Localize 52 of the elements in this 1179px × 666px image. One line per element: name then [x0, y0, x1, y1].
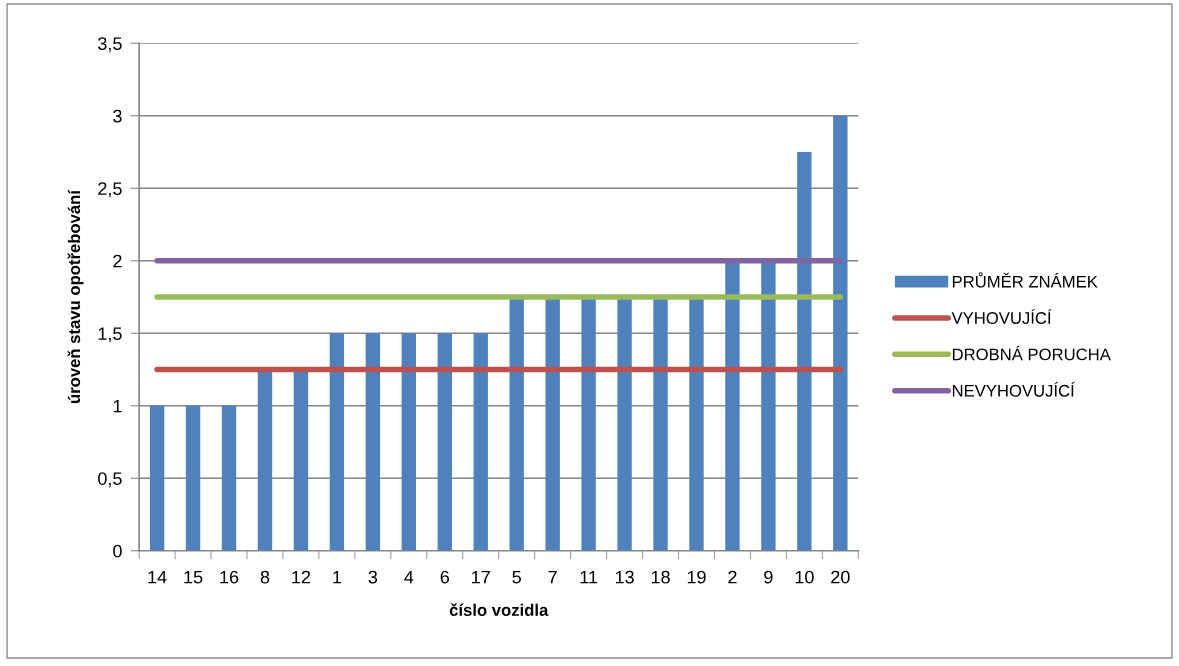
- bar: [401, 333, 417, 551]
- bar: [581, 297, 596, 551]
- bar: [797, 152, 812, 551]
- bar: [689, 297, 704, 551]
- x-tick-label: 2: [728, 570, 737, 584]
- x-tick-label: 3: [368, 570, 378, 584]
- bar: [473, 333, 488, 551]
- x-tick-label: 6: [440, 570, 450, 584]
- y-axis-title: úroveň stavu opotřebování: [67, 189, 84, 403]
- legend-label: PRŮMĚR ZNÁMEK: [952, 272, 1098, 288]
- x-tick-label: 5: [512, 570, 521, 584]
- legend-label: DROBNÁ PORUCHA: [952, 345, 1111, 361]
- x-tick-label: 19: [687, 570, 706, 584]
- x-tick-label: 7: [548, 570, 557, 584]
- x-tick-label: 20: [831, 570, 850, 584]
- y-tick-label: 0: [113, 544, 122, 558]
- y-tick-label: 1: [113, 399, 122, 413]
- bar: [833, 115, 848, 551]
- y-tick-label: 1,5: [98, 327, 122, 343]
- legend-label: VYHOVUJÍCÍ: [951, 309, 1052, 324]
- x-tick-label: 16: [220, 570, 239, 584]
- bar: [617, 297, 632, 551]
- x-tick-label: 14: [148, 570, 167, 584]
- x-tick-label: 15: [184, 570, 203, 584]
- x-tick-label: 13: [615, 570, 634, 584]
- x-tick-label: 18: [651, 570, 670, 584]
- y-tick-label: 2: [113, 254, 122, 268]
- y-tick-label: 3,5: [98, 37, 122, 53]
- x-tick-label: 17: [472, 570, 490, 584]
- legend-label: NEVYHOVUJÍCÍ: [952, 382, 1075, 397]
- y-tick-label: 0,5: [98, 472, 122, 488]
- bar: [221, 405, 237, 551]
- x-tick-label: 12: [292, 570, 311, 584]
- bar: [545, 297, 560, 551]
- x-tick-label: 1: [333, 570, 342, 584]
- bar: [437, 333, 452, 551]
- bar: [293, 369, 309, 551]
- x-axis-title: číslo vozidla: [449, 603, 549, 616]
- x-tick-label: 10: [795, 570, 814, 584]
- bar: [149, 405, 165, 551]
- bar: [509, 297, 524, 551]
- x-tick-label: 4: [404, 570, 414, 584]
- x-tick-label: 8: [260, 570, 270, 584]
- y-tick-label: 3: [113, 109, 122, 123]
- bar: [365, 333, 381, 551]
- bar: [257, 369, 273, 551]
- bar: [329, 333, 345, 551]
- bar: [185, 405, 201, 551]
- bar: [653, 297, 668, 551]
- x-tick-label: 11: [580, 570, 598, 584]
- y-tick-label: 2,5: [98, 182, 122, 198]
- x-tick-label: 9: [764, 570, 773, 584]
